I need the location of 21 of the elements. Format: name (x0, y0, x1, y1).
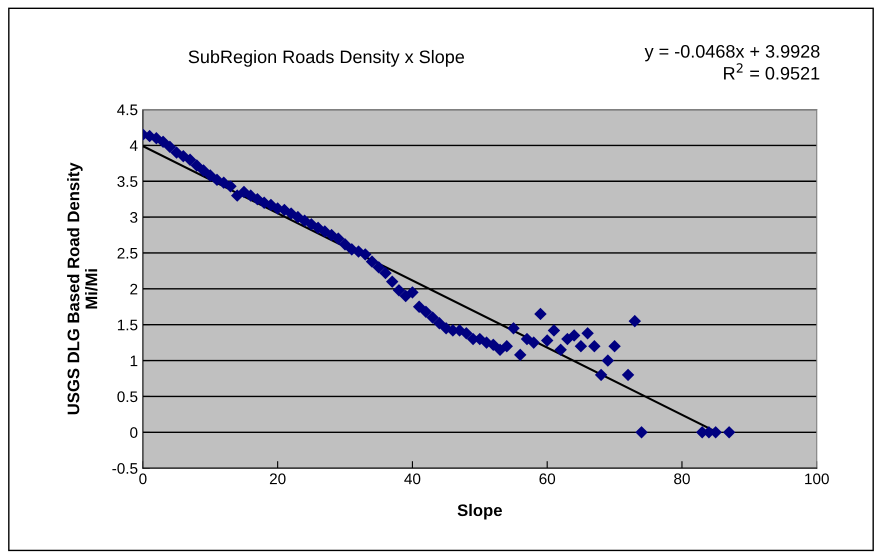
x-tick-label: 60 (539, 473, 556, 484)
x-tick-label: 100 (805, 473, 829, 484)
y-tick-label: 4.5 (117, 104, 138, 116)
y-tick-label: 2.5 (118, 248, 138, 259)
y-tick-label: 4 (130, 140, 138, 151)
x-tick-label: 0 (139, 473, 147, 484)
text: y = -0.0468x + 3.9928 R$^{2}$ = 0.9521 (644, 44, 820, 80)
y-axis-title: USGS DLG Based Road Density Mi/Mi (67, 162, 98, 414)
x-tick-label: 40 (404, 473, 420, 484)
y-tick-label: 2 (130, 284, 138, 294)
y-tick-label: 0.5 (117, 391, 138, 402)
y-tick-label: 0 (130, 427, 138, 438)
y-tick-label: 1 (130, 356, 138, 366)
y-tick-label: 1.5 (118, 320, 138, 330)
x-axis-title: Slope (458, 504, 502, 520)
y-tick-label: 3.5 (117, 176, 138, 187)
chart-title: SubRegion Roads Density x Slope (188, 50, 464, 67)
y-tick-label: 3 (130, 212, 138, 223)
x-tick-label: 20 (270, 473, 286, 484)
y-tick-label: -0.5 (112, 463, 138, 474)
x-tick-label: 80 (674, 473, 690, 484)
